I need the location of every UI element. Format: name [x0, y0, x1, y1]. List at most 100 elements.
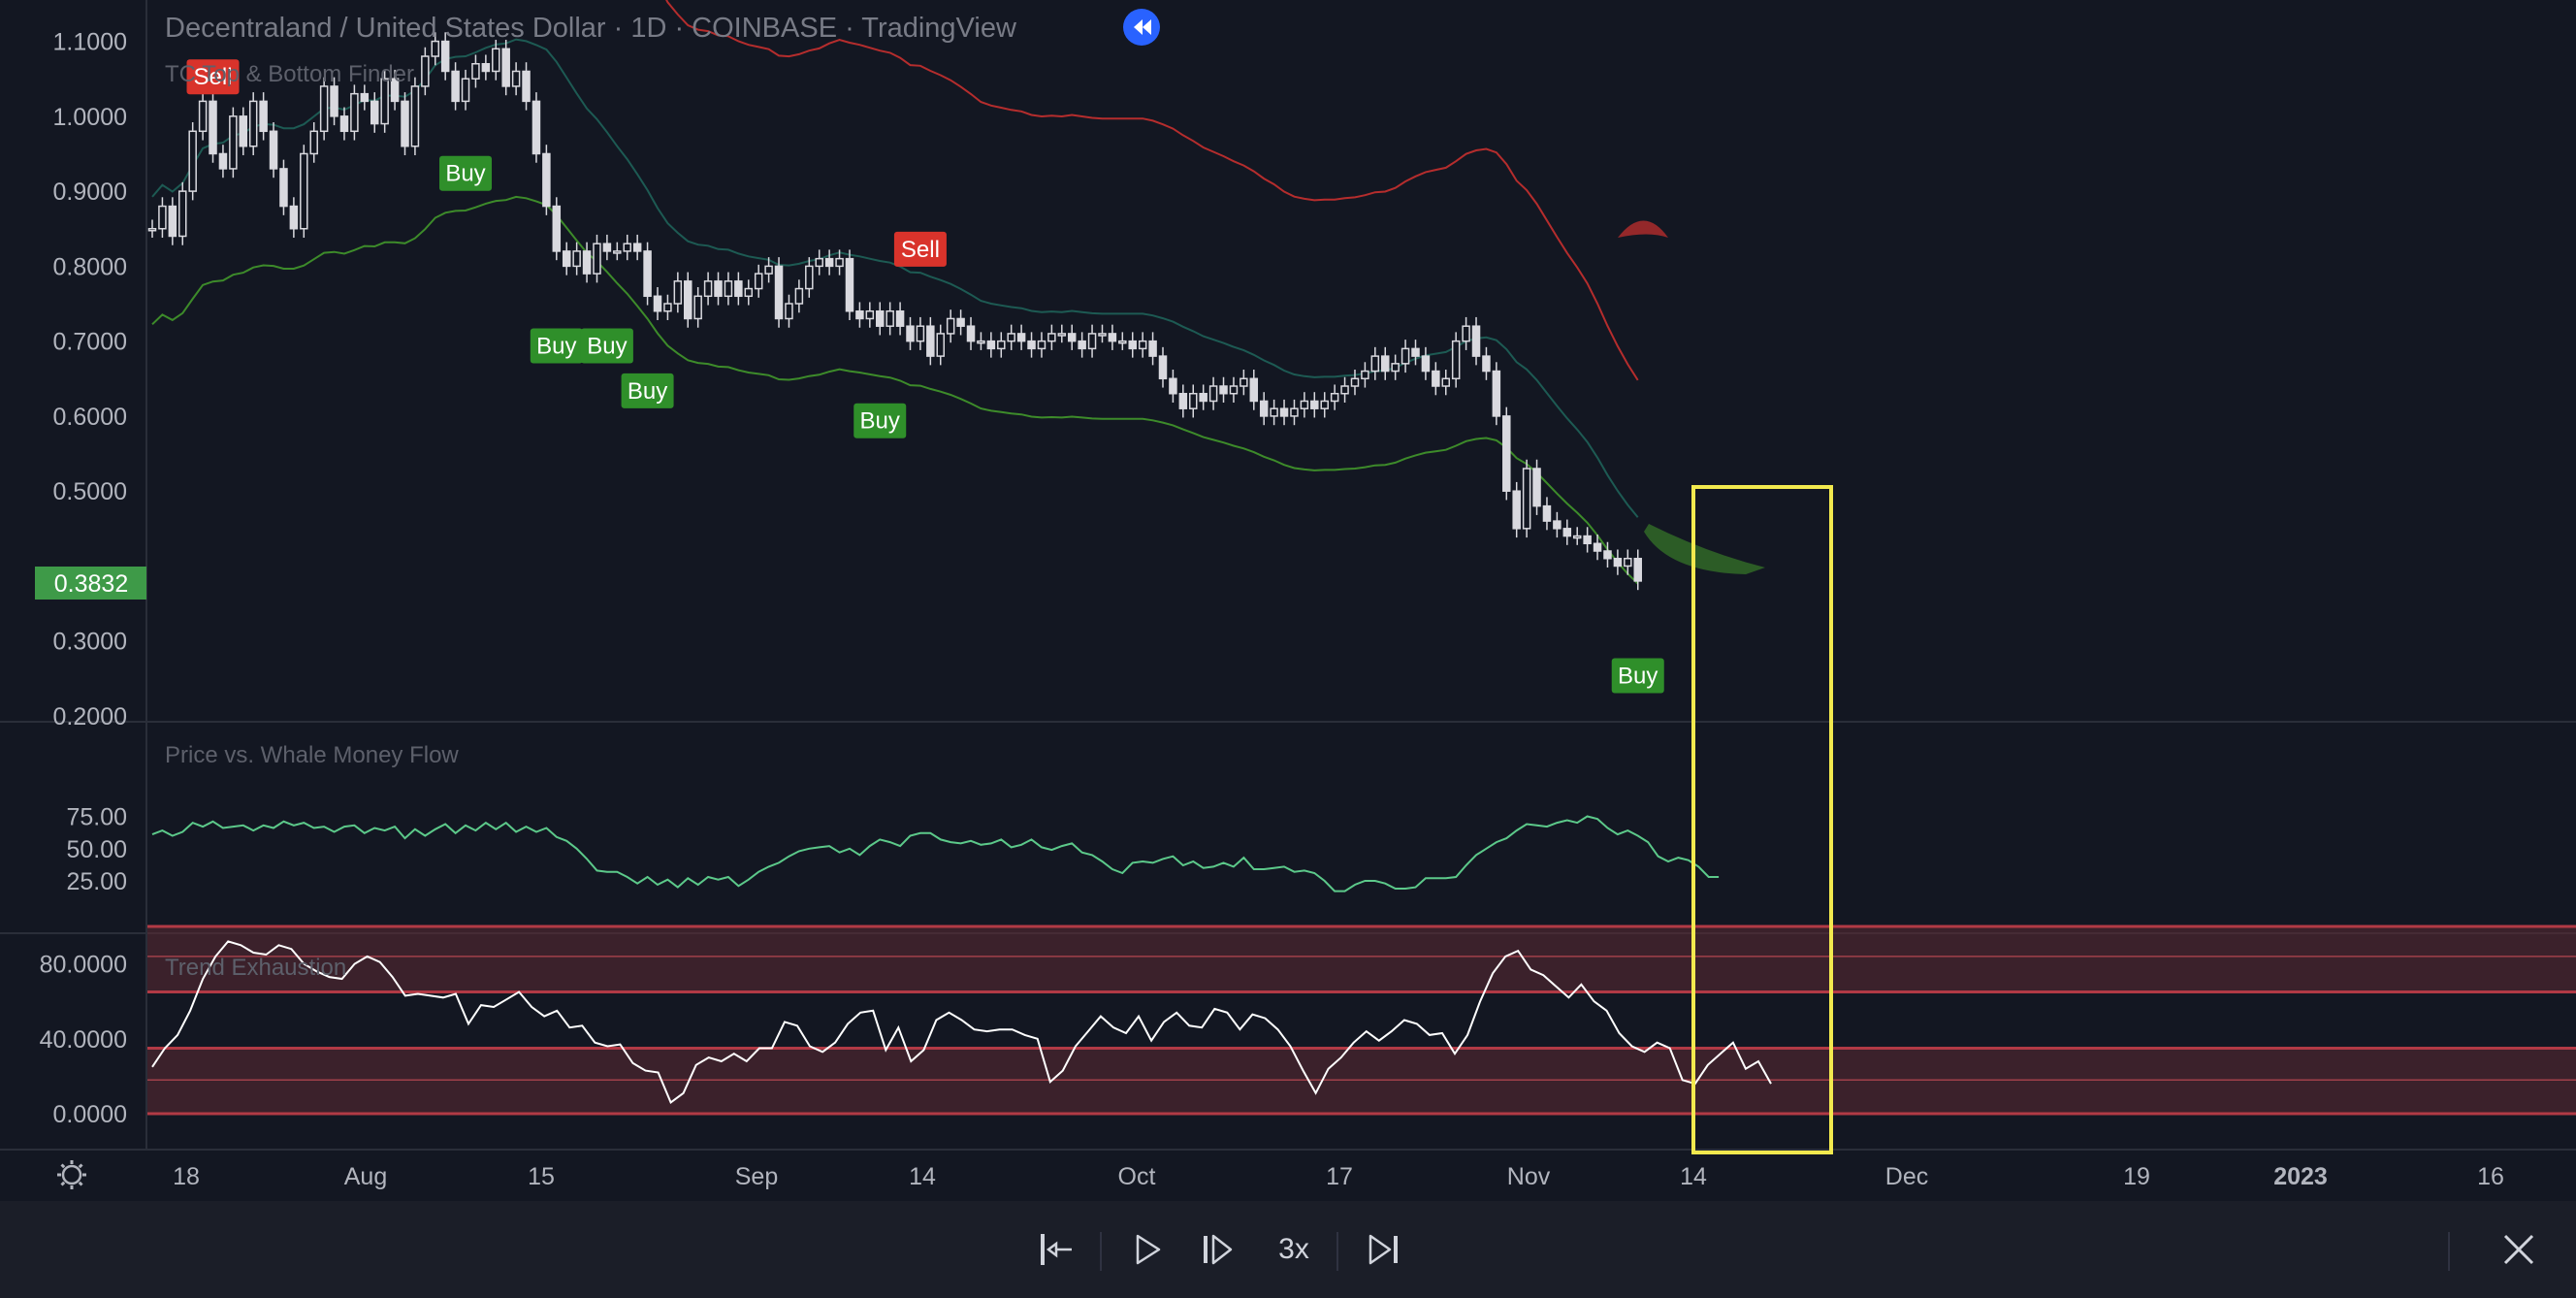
rewind-icon[interactable] [1123, 9, 1160, 46]
skip-back-icon [1041, 1234, 1072, 1265]
candle [1169, 377, 1177, 395]
candle [1432, 370, 1440, 387]
sell-signal-label: Sell [901, 237, 940, 263]
last-price-tag: 0.3832 [35, 567, 146, 600]
speed-button[interactable]: 3x [1269, 1222, 1319, 1277]
candle [805, 265, 814, 290]
step-forward-icon [1204, 1234, 1233, 1265]
candle [1421, 355, 1431, 373]
candle [1542, 504, 1552, 522]
candle [1583, 535, 1592, 545]
candle [1593, 542, 1602, 552]
buy-signal [1611, 658, 1664, 694]
play-button[interactable] [1125, 1222, 1170, 1277]
candle [1502, 415, 1511, 492]
price-axis-tick: 0.2000 [53, 703, 127, 730]
candle [1279, 407, 1289, 417]
candle [1158, 355, 1168, 380]
candle [239, 115, 248, 147]
price-axis-tick: 0.8000 [53, 253, 127, 280]
candle [632, 243, 642, 252]
trend-exhaustion-series [147, 925, 2576, 1116]
candle [248, 100, 258, 147]
candle [1290, 407, 1299, 417]
exhaustion-axis-tick: 40.0000 [40, 1026, 127, 1054]
candle [855, 309, 864, 320]
candle [259, 100, 268, 133]
candle [339, 115, 349, 133]
step-forward-button[interactable] [1195, 1222, 1240, 1277]
exhaustion-zone [147, 1048, 2576, 1114]
candle [218, 152, 228, 170]
time-axis-tick: 15 [528, 1163, 555, 1190]
candle [1391, 363, 1400, 373]
time-axis-tick: Oct [1118, 1163, 1156, 1190]
candle [350, 92, 359, 133]
upper-band [665, 0, 1639, 381]
candle [794, 287, 804, 305]
candle [1553, 520, 1562, 530]
candle [744, 287, 754, 298]
skip-forward-button[interactable] [1362, 1222, 1406, 1277]
time-axis-tick: 19 [2123, 1163, 2150, 1190]
settings-icon[interactable] [57, 1160, 86, 1189]
sell-signal [186, 59, 240, 95]
candle [1522, 468, 1531, 530]
buy-signal-label: Buy [628, 378, 667, 405]
candle [1027, 340, 1036, 350]
candle [461, 78, 470, 103]
candle [1178, 392, 1188, 409]
price-axis-tick: 0.3000 [53, 629, 127, 656]
candle [360, 92, 370, 103]
candle [1057, 333, 1067, 337]
candle [754, 273, 763, 290]
candle [734, 280, 743, 298]
candle [309, 130, 318, 155]
candle [1270, 407, 1278, 417]
exhaustion-zone [147, 926, 2576, 992]
close-button[interactable] [2495, 1222, 2543, 1277]
candle [209, 100, 217, 155]
candle [1572, 535, 1582, 539]
candle [1249, 377, 1259, 403]
candle [623, 243, 631, 252]
candle [380, 78, 389, 125]
candle [875, 309, 885, 327]
candle [673, 280, 683, 305]
candle [724, 280, 733, 298]
indicator-label-trend-exhaustion: Trend Exhaustion [165, 955, 346, 981]
candlestick-series [147, 32, 1642, 591]
candle [198, 100, 208, 133]
candle [1512, 490, 1521, 530]
buy-signal [853, 403, 907, 438]
candle [602, 243, 612, 252]
indicator-label-top-bottom-finder: TC Top & Bottom Finder [165, 61, 414, 87]
candle [370, 100, 379, 125]
separator [2448, 1232, 2450, 1271]
candle [906, 325, 915, 342]
price-axis-tick: 0.9000 [53, 178, 127, 206]
candle [582, 250, 592, 275]
candle [492, 48, 500, 73]
separator [1336, 1232, 1338, 1271]
candle [1199, 392, 1208, 403]
candle [471, 63, 480, 80]
candle [330, 85, 338, 117]
buy-signal [530, 328, 583, 364]
sell-signal-label: Sell [194, 64, 233, 90]
candle [1350, 377, 1360, 387]
candle [1320, 400, 1329, 409]
time-axis-tick: 2023 [2273, 1163, 2328, 1190]
candle [451, 70, 460, 103]
indicator-label-whale-money-flow: Price vs. Whale Money Flow [165, 742, 459, 768]
whale-axis-tick: 75.00 [66, 804, 127, 831]
candle [916, 325, 925, 342]
candle [936, 333, 946, 357]
skip-forward-icon [1368, 1234, 1398, 1265]
skip-back-button[interactable] [1034, 1222, 1079, 1277]
highlight-box [1691, 485, 1833, 1154]
time-axis-tick: 16 [2477, 1163, 2504, 1190]
candle [431, 40, 440, 57]
